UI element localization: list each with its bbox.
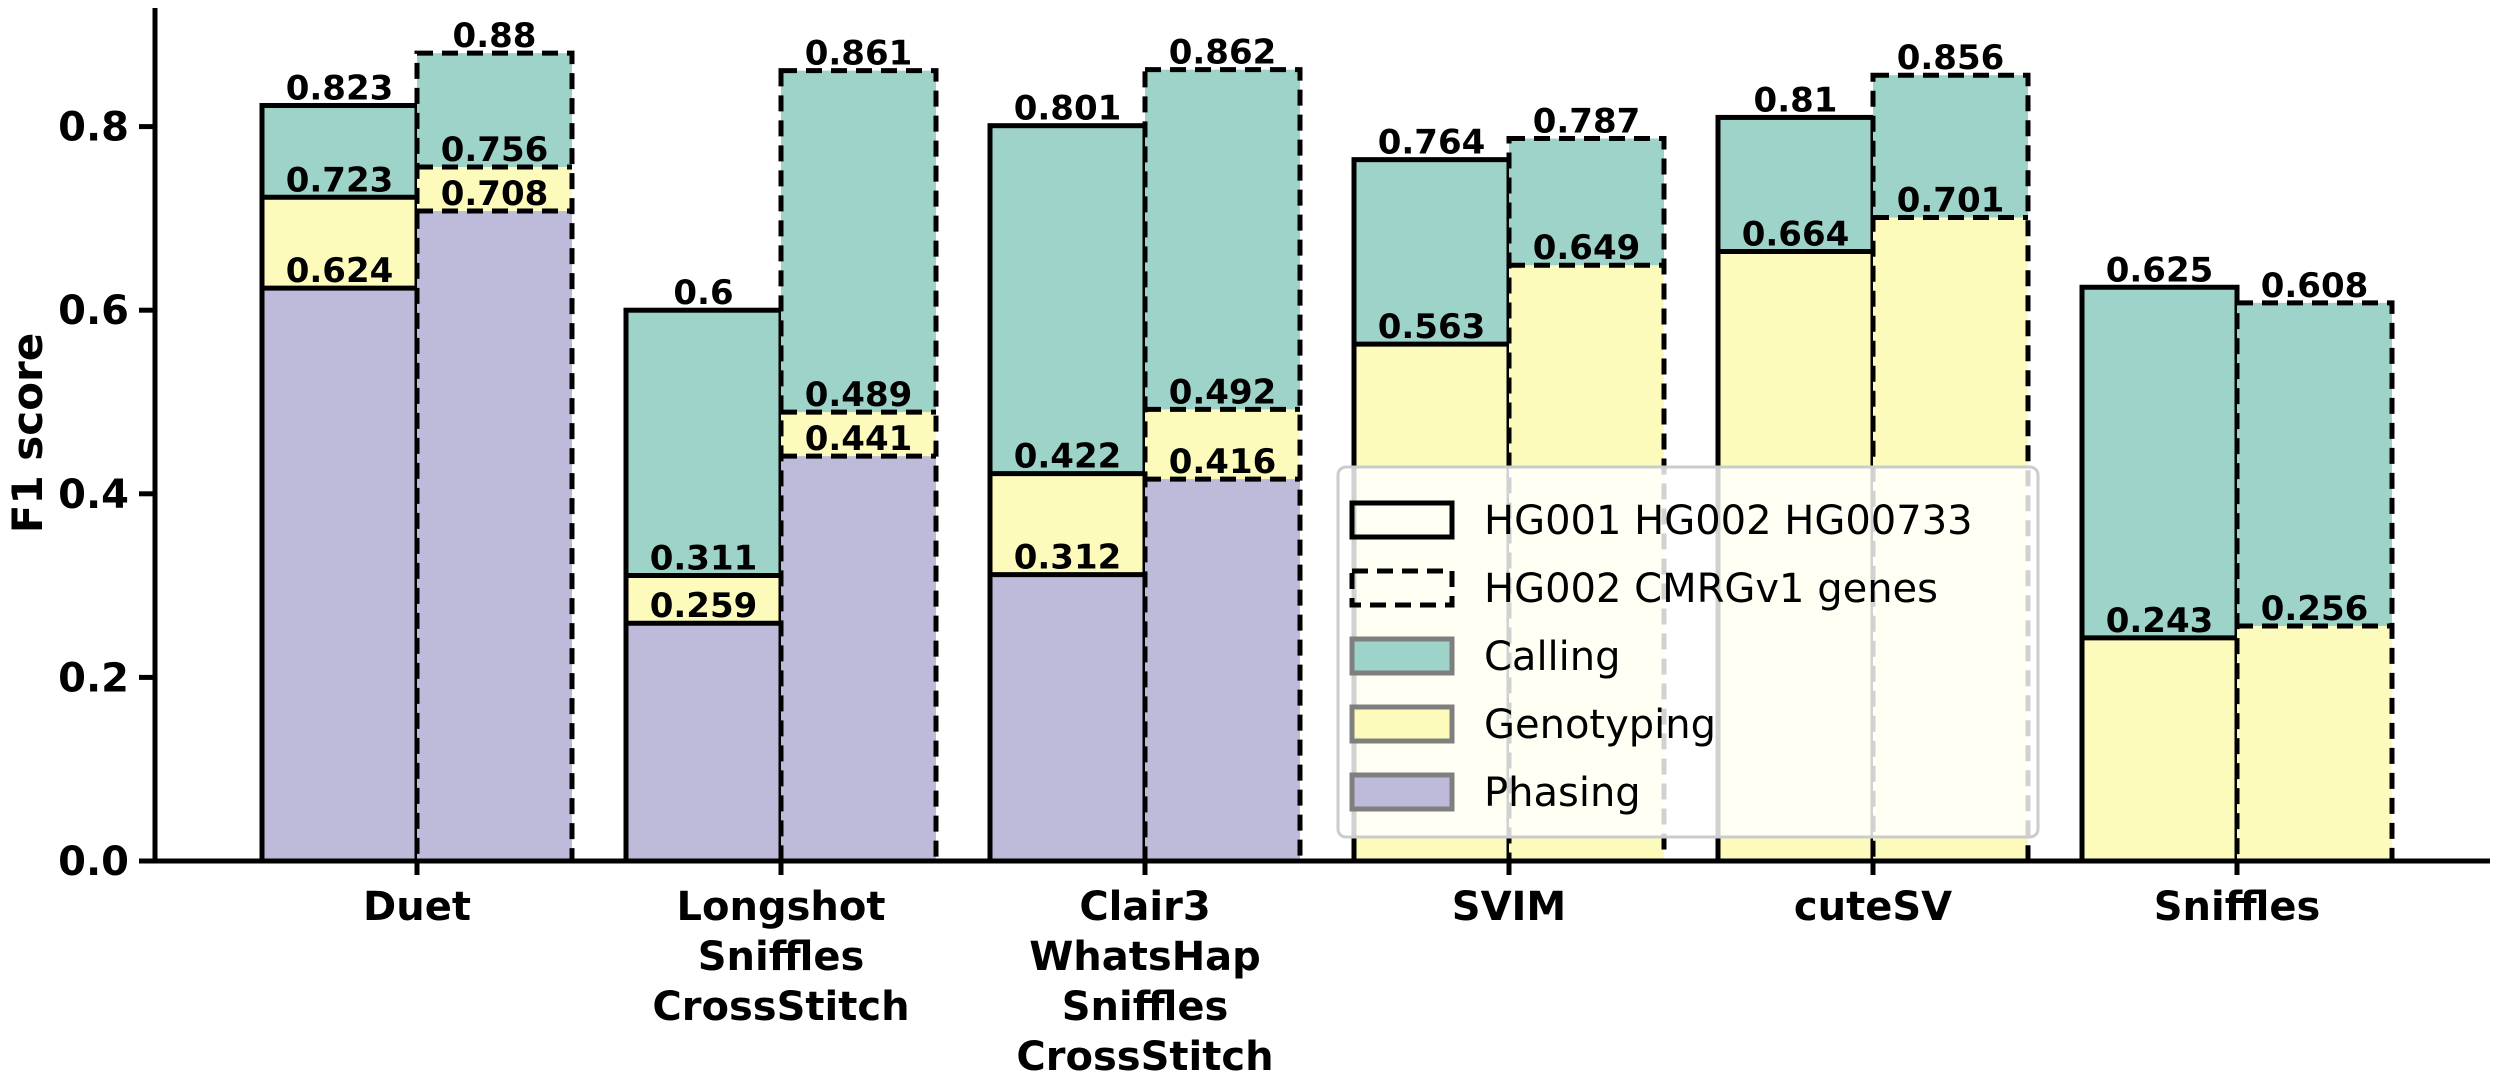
calling-value-label: 0.856 — [1897, 38, 2005, 78]
category-labels-layer: Duet LongshotSnifflesCrossStitchClair3Wha… — [363, 861, 2320, 1077]
calling-value-label: 0.861 — [805, 34, 913, 74]
x-category-label: CrossStitch — [652, 984, 909, 1030]
genotyping-value-label: 0.563 — [1378, 307, 1486, 347]
bar-outline — [1142, 67, 1303, 864]
phasing-value-label: 0.441 — [805, 419, 913, 459]
x-category-label: Sniffles — [698, 934, 865, 980]
y-tick-label: 0.2 — [58, 655, 129, 701]
legend-swatch — [1349, 500, 1455, 540]
calling-value-label: 0.81 — [1754, 80, 1838, 120]
legend-swatch — [1349, 636, 1455, 676]
phasing-segment-dashed — [1145, 479, 1300, 861]
phasing-segment-solid — [262, 288, 417, 862]
genotyping-segment-dashed — [2237, 625, 2392, 861]
axes-layer — [152, 8, 2490, 864]
legend-label: Calling — [1484, 634, 1621, 680]
calling-value-label: 0.608 — [2261, 266, 2369, 306]
phasing-value-label: 0.416 — [1169, 442, 1277, 482]
x-category-label: Sniffles — [1062, 984, 1229, 1030]
legend: HG001 HG002 HG00733 HG002 CMRGv1 genes Cal… — [1336, 465, 2040, 839]
x-category-label: Sniffles — [2154, 884, 2321, 930]
phasing-segment-dashed — [417, 211, 572, 861]
phasing-value-label: 0.259 — [650, 586, 758, 626]
genotyping-value-label: 0.256 — [2261, 589, 2369, 629]
legend-label: HG002 CMRGv1 genes — [1484, 566, 1938, 612]
calling-value-label: 0.801 — [1014, 89, 1122, 129]
bar-outline — [778, 68, 939, 864]
x-category-label: Duet — [363, 884, 471, 930]
y-axis-title: F1 score — [3, 333, 52, 533]
genotyping-value-label: 0.311 — [650, 539, 758, 579]
calling-value-label: 0.764 — [1378, 123, 1486, 163]
genotyping-value-label: 0.492 — [1169, 372, 1277, 412]
legend-swatch — [1349, 568, 1455, 608]
x-category-label: Longshot — [677, 884, 886, 930]
phasing-segment-solid — [626, 623, 781, 861]
calling-value-label: 0.823 — [286, 68, 394, 108]
y-ticks-layer: 0.0 0.2 0.4 0.6 0.8 — [58, 105, 155, 885]
genotyping-value-label: 0.723 — [286, 160, 394, 200]
genotyping-value-label: 0.243 — [2106, 601, 2214, 641]
y-tick-label: 0.4 — [58, 472, 129, 518]
x-category-label: SVIM — [1452, 884, 1566, 930]
legend-swatch — [1349, 772, 1455, 812]
x-category-label: CrossStitch — [1016, 1034, 1273, 1077]
y-tick-label: 0.0 — [58, 839, 129, 885]
calling-value-label: 0.862 — [1169, 33, 1277, 73]
genotyping-value-label: 0.489 — [805, 375, 913, 415]
phasing-value-label: 0.312 — [1014, 538, 1122, 578]
x-category-label: cuteSV — [1794, 884, 1952, 930]
x-category-label: Clair3 — [1079, 884, 1210, 930]
calling-value-label: 0.88 — [453, 16, 537, 56]
calling-value-label: 0.787 — [1533, 102, 1641, 142]
legend-swatch — [1349, 704, 1455, 744]
genotyping-value-label: 0.701 — [1897, 180, 2005, 220]
bars-layer — [259, 50, 2395, 864]
x-category-label: WhatsHap — [1029, 934, 1261, 980]
phasing-segment-solid — [990, 574, 1145, 861]
legend-label: Genotyping — [1484, 702, 1716, 748]
y-tick-label: 0.6 — [58, 288, 129, 334]
phasing-value-label: 0.624 — [286, 251, 394, 291]
genotyping-value-label: 0.422 — [1014, 437, 1122, 477]
genotyping-value-label: 0.649 — [1533, 228, 1641, 268]
legend-label: HG001 HG002 HG00733 — [1484, 498, 1973, 544]
genotyping-value-label: 0.756 — [441, 130, 549, 170]
calling-value-label: 0.6 — [673, 273, 733, 313]
phasing-value-label: 0.708 — [441, 174, 549, 214]
y-tick-label: 0.8 — [58, 105, 129, 151]
phasing-segment-dashed — [781, 456, 936, 861]
legend-frame — [1336, 465, 2040, 839]
calling-value-label: 0.625 — [2106, 250, 2214, 290]
genotyping-segment-solid — [2082, 637, 2237, 861]
genotyping-value-label: 0.664 — [1742, 214, 1850, 254]
legend-label: Phasing — [1484, 770, 1641, 816]
